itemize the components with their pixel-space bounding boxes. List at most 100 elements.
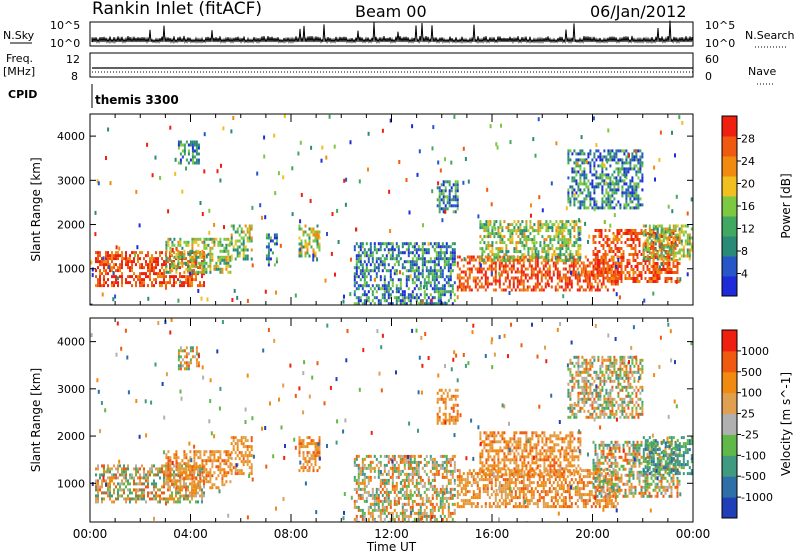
nave-tick-top: 60 — [705, 53, 719, 66]
colorbar-swatch — [722, 156, 737, 177]
colorbar-tick-label: 1000 — [741, 345, 769, 358]
nsky-label: N.Sky — [3, 29, 35, 42]
colorbar-swatch — [722, 434, 737, 456]
colorbar-tick-label: 12 — [741, 223, 755, 236]
data-patch — [436, 388, 459, 425]
x-tick-label: 04:00 — [173, 527, 208, 541]
colorbar-tick-label: -500 — [741, 470, 766, 483]
colorbar: 28 24 20 16 12 8 4 Power [dB] — [721, 115, 793, 297]
nsky-series-line — [91, 20, 694, 44]
x-tick-label: 12:00 — [374, 527, 409, 541]
colorbar-label: Power [dB] — [779, 173, 793, 238]
colorbar-tick-label: 24 — [741, 155, 755, 168]
cpid-value: themis 3300 — [95, 93, 179, 107]
data-patch — [642, 436, 693, 476]
y-tick-label: 3000 — [57, 383, 85, 396]
data-patch — [177, 346, 200, 371]
data-patch — [265, 233, 278, 267]
data-patch — [642, 224, 693, 261]
colorbar-tick-label: 4 — [741, 268, 748, 281]
freq-label-2: [MHz] — [3, 65, 35, 78]
y-tick-label: 4000 — [57, 130, 85, 143]
data-patch — [479, 220, 582, 263]
nave-tick-bottom: 0 — [705, 70, 712, 83]
colorbar-tick-label: -100 — [741, 449, 766, 462]
y-tick-label: 2000 — [57, 219, 85, 232]
nsky-tick-top: 10^5 — [50, 19, 80, 32]
colorbar-swatch — [722, 236, 737, 257]
figure-title: Rankin Inlet (fitACF) — [92, 0, 262, 19]
y-axis-label: Slant Range [km] — [29, 157, 43, 261]
x-tick-label: 00:00 — [676, 527, 711, 541]
x-tick-label: 00:00 — [73, 527, 108, 541]
freq-panel — [89, 52, 694, 78]
date-label: 06/Jan/2012 — [590, 2, 687, 21]
colorbar-tick-label: 25 — [741, 408, 755, 421]
data-patch — [298, 436, 321, 473]
y-tick-label: 1000 — [57, 263, 85, 276]
y-axis-label: Slant Range [km] — [29, 368, 43, 472]
data-patch — [353, 242, 456, 305]
y-tick-label: 4000 — [57, 336, 85, 349]
colorbar-swatch — [722, 136, 737, 157]
y-tick-label: 2000 — [57, 430, 85, 443]
colorbar-tick-label: 100 — [741, 387, 762, 400]
x-tick-label: 08:00 — [274, 527, 309, 541]
colorbar-swatch — [722, 256, 737, 277]
colorbar-swatch — [722, 455, 737, 477]
heatmap-cells — [90, 114, 693, 305]
data-patch — [353, 454, 456, 522]
data-patch — [230, 436, 253, 476]
power-panel: 1000 2000 3000 4000 Slant Range [km] 28 24 20 16… — [29, 113, 793, 306]
data-patch — [479, 431, 582, 477]
beam-label: Beam 00 — [355, 2, 427, 21]
colorbar-swatch — [722, 116, 737, 137]
colorbar-swatch — [722, 196, 737, 217]
colorbar-swatch — [722, 476, 737, 498]
nsearch-label: N.Search — [745, 29, 795, 42]
colorbar-swatch — [722, 176, 737, 197]
scatter-noise — [90, 318, 693, 522]
x-axis-label: Time UT — [366, 540, 417, 554]
data-patch — [298, 224, 321, 258]
colorbar: 1000 500 100 25 -25 -100 -500 -1000 Velocity [m … — [721, 329, 793, 519]
data-patch — [567, 149, 644, 210]
y-tick-label: 1000 — [57, 477, 85, 490]
y-tick-label: 3000 — [57, 174, 85, 187]
nsky-right-tick-bottom: 10^0 — [705, 37, 735, 50]
colorbar-tick-label: 20 — [741, 178, 755, 191]
colorbar-swatch — [722, 371, 737, 394]
colorbar-tick-label: 16 — [741, 200, 755, 213]
scatter-noise — [90, 114, 693, 305]
nave-label: Nave — [748, 65, 776, 78]
nsky-panel — [89, 21, 694, 47]
heatmap-cells — [90, 318, 693, 522]
nsky-right-tick-top: 10^5 — [705, 19, 735, 32]
colorbar-tick-label: 8 — [741, 245, 748, 258]
colorbar-swatch — [722, 497, 737, 519]
colorbar-swatch — [722, 276, 737, 297]
colorbar-swatch — [722, 350, 737, 373]
freq-tick-top: 12 — [66, 53, 80, 66]
colorbar-swatch — [722, 413, 737, 435]
data-patch — [165, 450, 232, 490]
colorbar-swatch — [722, 392, 737, 415]
x-tick-label: 16:00 — [475, 527, 510, 541]
colorbar-tick-label: -1000 — [741, 491, 773, 504]
data-patch — [165, 237, 232, 274]
velocity-panel: 1000 2000 3000 4000 Slant Range [km] 00:00 04:… — [29, 317, 793, 554]
colorbar-swatch — [722, 216, 737, 237]
nsky-tick-bottom: 10^0 — [50, 37, 80, 50]
cpid-label: CPID — [8, 88, 37, 101]
colorbar-tick-label: -25 — [741, 428, 759, 441]
data-patch — [592, 440, 681, 498]
freq-label-1: Freq. — [6, 52, 33, 65]
colorbar-swatch — [722, 330, 737, 352]
colorbar-tick-label: 28 — [741, 133, 755, 146]
colorbar-tick-label: 500 — [741, 366, 762, 379]
x-tick-label: 20:00 — [575, 527, 610, 541]
colorbar-label: Velocity [m s^-1] — [779, 372, 793, 476]
data-patch — [567, 355, 644, 419]
data-patch — [177, 140, 200, 165]
